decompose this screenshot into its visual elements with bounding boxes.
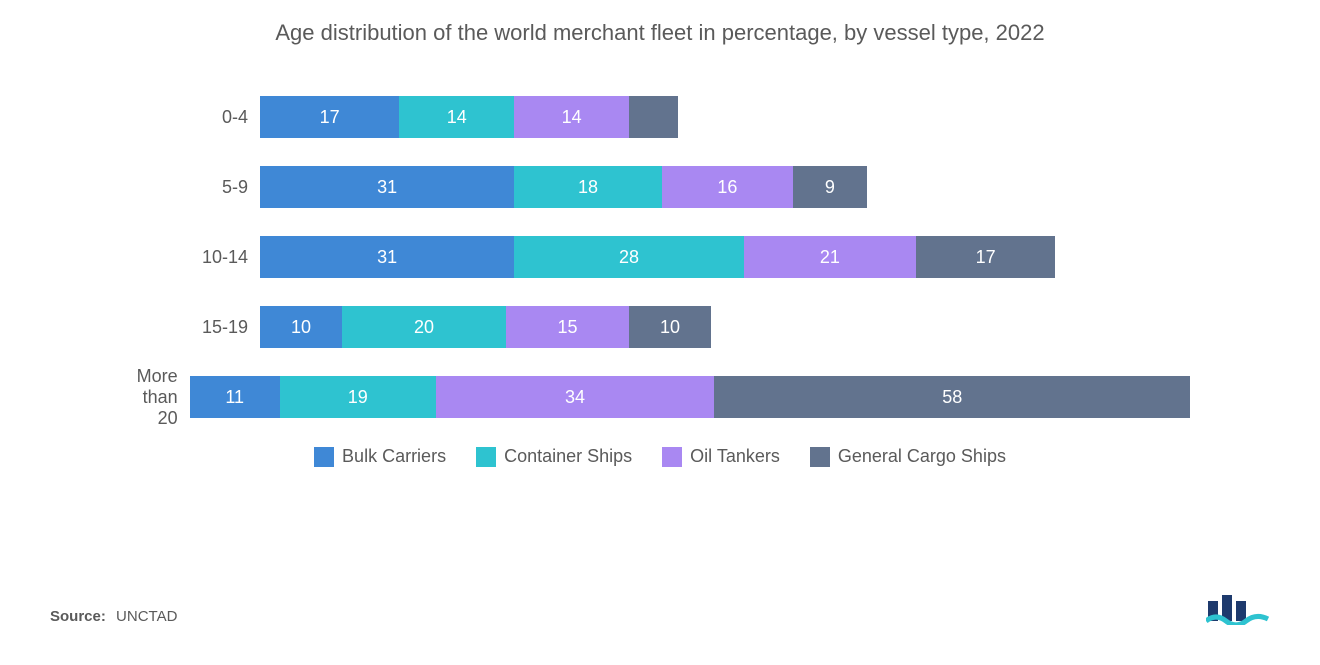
legend-label: Container Ships <box>504 446 632 467</box>
bar-segment: 17 <box>916 236 1055 278</box>
legend-swatch <box>810 447 830 467</box>
legend-item: General Cargo Ships <box>810 446 1006 467</box>
category-label: More than 20 <box>120 366 190 429</box>
category-label: 15-19 <box>120 317 260 338</box>
legend-item: Bulk Carriers <box>314 446 446 467</box>
bar-stack: 10201510 <box>260 306 711 348</box>
bar-segment: 21 <box>744 236 916 278</box>
bar-segment: 28 <box>514 236 744 278</box>
footer: Source: UNCTAD <box>50 591 1270 625</box>
bar-row: 5-93118169 <box>120 166 1190 208</box>
source-value: UNCTAD <box>116 608 177 625</box>
bar-segment: 31 <box>260 166 514 208</box>
bar-segment: 31 <box>260 236 514 278</box>
bar-segment: 58 <box>714 376 1190 418</box>
category-label: 0-4 <box>120 107 260 128</box>
bar-segment: 20 <box>342 306 506 348</box>
legend-swatch <box>314 447 334 467</box>
bar-row: More than 2011193458 <box>120 376 1190 418</box>
bar-segment: 16 <box>662 166 793 208</box>
bar-segment <box>629 96 678 138</box>
bar-stack: 3118169 <box>260 166 867 208</box>
legend: Bulk Carriers Container Ships Oil Tankers G… <box>50 446 1270 467</box>
bar-segment: 15 <box>506 306 629 348</box>
bar-segment: 19 <box>280 376 436 418</box>
legend-label: Bulk Carriers <box>342 446 446 467</box>
legend-item: Container Ships <box>476 446 632 467</box>
bar-row: 0-4171414 <box>120 96 1190 138</box>
bar-segment: 11 <box>190 376 280 418</box>
category-label: 10-14 <box>120 247 260 268</box>
bar-segment: 14 <box>514 96 629 138</box>
bar-row: 15-1910201510 <box>120 306 1190 348</box>
bar-segment: 14 <box>399 96 514 138</box>
legend-swatch <box>662 447 682 467</box>
brand-logo-icon <box>1206 591 1270 625</box>
source-label: Source: <box>50 608 106 625</box>
bar-segment: 9 <box>793 166 867 208</box>
chart-title: Age distribution of the world merchant f… <box>50 20 1270 46</box>
bar-stack: 11193458 <box>190 376 1190 418</box>
chart-area: 0-41714145-9311816910-143128211715-19102… <box>50 96 1270 418</box>
bar-segment: 10 <box>629 306 711 348</box>
source-text: Source: UNCTAD <box>50 608 177 625</box>
legend-label: General Cargo Ships <box>838 446 1006 467</box>
legend-swatch <box>476 447 496 467</box>
legend-label: Oil Tankers <box>690 446 780 467</box>
category-label: 5-9 <box>120 177 260 198</box>
legend-item: Oil Tankers <box>662 446 780 467</box>
bar-row: 10-1431282117 <box>120 236 1190 278</box>
bar-segment: 34 <box>436 376 715 418</box>
bar-segment: 10 <box>260 306 342 348</box>
bar-segment: 18 <box>514 166 662 208</box>
bar-segment: 17 <box>260 96 399 138</box>
bar-stack: 31282117 <box>260 236 1055 278</box>
bar-stack: 171414 <box>260 96 678 138</box>
